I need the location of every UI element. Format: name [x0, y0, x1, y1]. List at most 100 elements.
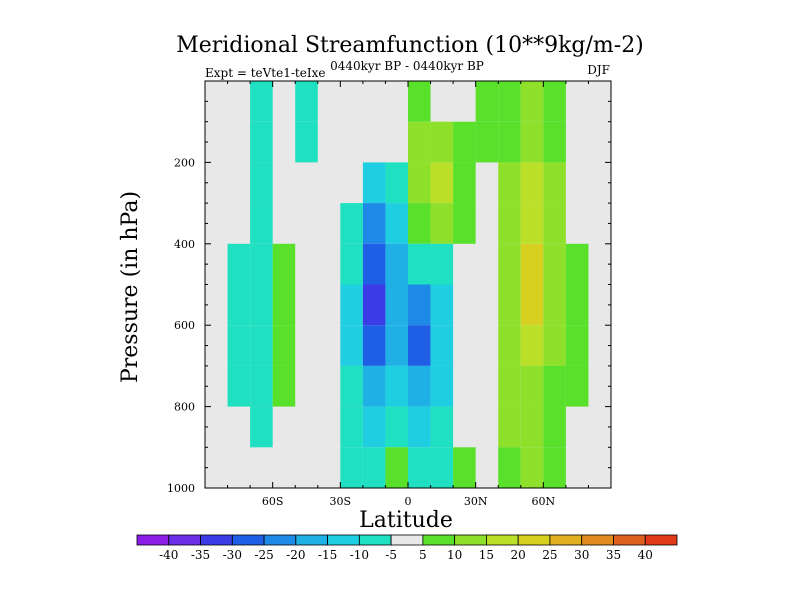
- contour-cell: [520, 447, 544, 488]
- contour-cell: [543, 203, 566, 244]
- contour-cell: [385, 203, 408, 244]
- contour-cell: [340, 325, 363, 366]
- contour-cell: [385, 284, 408, 326]
- contour-cell: [453, 121, 476, 163]
- x-axis-label: Latitude: [359, 508, 453, 533]
- contour-cell: [340, 243, 363, 285]
- colorbar-label: -10: [350, 548, 369, 562]
- colorbar-swatch: [454, 534, 487, 546]
- colorbar-swatch: [644, 534, 678, 546]
- y-tick-label: 600: [174, 319, 195, 332]
- colorbar-swatch: [517, 534, 551, 546]
- contour-cell: [565, 325, 589, 366]
- colorbar-swatch: [422, 534, 456, 546]
- contour-cell: [362, 243, 386, 285]
- contour-cell: [250, 203, 273, 244]
- colorbar-label: 35: [606, 548, 621, 562]
- contour-cell: [362, 162, 386, 204]
- contour-cell: [453, 162, 476, 204]
- x-tick-label: 0: [405, 495, 412, 508]
- y-axis: 200 400 600 800 1000: [167, 80, 611, 495]
- contour-cell: [227, 243, 251, 285]
- contour-cell: [272, 284, 296, 326]
- contour-cell: [385, 406, 408, 448]
- colorbar-swatch: [549, 534, 583, 546]
- colorbar-swatch: [327, 534, 360, 546]
- contour-cell: [385, 447, 408, 488]
- colorbar: -40 -35 -30 -25 -20 -15 -10 -5 5 10 15 20 25 30 35 40: [136, 534, 678, 562]
- x-tick-label: 60N: [532, 495, 556, 508]
- contour-cell: [543, 325, 566, 366]
- colorbar-label: 40: [638, 548, 653, 562]
- colorbar-swatch: [390, 534, 424, 546]
- colorbar-label: -15: [318, 548, 337, 562]
- contour-cell: [340, 203, 363, 244]
- y-tick-label: 800: [174, 401, 195, 414]
- contour-cell: [565, 365, 589, 407]
- colorbar-label: -30: [223, 548, 242, 562]
- experiment-label: Expt = teVte1-teIxe: [205, 66, 325, 80]
- colorbar-swatch: [168, 534, 201, 546]
- contour-cell: [430, 284, 454, 326]
- contour-cell: [408, 325, 431, 366]
- contour-cell: [408, 203, 431, 244]
- contour-cell: [227, 284, 251, 326]
- contour-cell: [430, 325, 454, 366]
- contour-cell: [498, 121, 521, 163]
- contour-cell: [498, 406, 521, 448]
- contour-cell: [520, 203, 544, 244]
- contour-fill-layer: [227, 81, 589, 488]
- contour-cell: [385, 365, 408, 407]
- contour-cell: [408, 121, 431, 163]
- contour-cell: [250, 325, 273, 366]
- contour-cell: [362, 365, 386, 407]
- y-tick-label: 400: [174, 238, 195, 251]
- contour-cell: [543, 81, 566, 122]
- contour-cell: [475, 121, 499, 163]
- contour-cell: [543, 447, 566, 488]
- colorbar-label: -25: [254, 548, 273, 562]
- contour-cell: [430, 121, 454, 163]
- colorbar-label: -5: [385, 548, 397, 562]
- contour-cell: [227, 325, 251, 366]
- contour-cell: [272, 325, 296, 366]
- contour-cell: [340, 406, 363, 448]
- contour-cell: [430, 162, 454, 204]
- contour-cell: [543, 406, 566, 448]
- contour-cell: [250, 243, 273, 285]
- contour-cell: [565, 284, 589, 326]
- y-tick-label: 200: [174, 156, 195, 169]
- contour-cell: [453, 203, 476, 244]
- contour-cell: [385, 325, 408, 366]
- colorbar-label: 20: [511, 548, 526, 562]
- season-label: DJF: [587, 63, 610, 77]
- contour-cell: [475, 81, 499, 122]
- contour-cell: [340, 365, 363, 407]
- x-tick-label: 30N: [464, 495, 488, 508]
- contour-cell: [362, 406, 386, 448]
- contour-cell: [385, 243, 408, 285]
- contour-cell: [453, 447, 476, 488]
- contour-cell: [408, 447, 431, 488]
- contour-cell: [408, 243, 431, 285]
- contour-cell: [362, 447, 386, 488]
- colorbar-label: -20: [286, 548, 305, 562]
- contour-cell: [543, 365, 566, 407]
- x-tick-label: 60S: [262, 495, 284, 508]
- contour-cell: [362, 284, 386, 326]
- colorbar-label: 30: [574, 548, 589, 562]
- plot-area: [204, 80, 612, 489]
- contour-cell: [543, 243, 566, 285]
- contour-cell: [250, 406, 273, 448]
- contour-cell: [408, 81, 431, 122]
- colorbar-swatch: [358, 534, 392, 546]
- colorbar-label: -40: [159, 548, 178, 562]
- contour-cell: [498, 203, 521, 244]
- contour-cell: [520, 121, 544, 163]
- contour-cell: [430, 447, 454, 488]
- contour-cell: [543, 162, 566, 204]
- contour-cell: [272, 243, 296, 285]
- contour-cell: [498, 243, 521, 285]
- contour-cell: [543, 121, 566, 163]
